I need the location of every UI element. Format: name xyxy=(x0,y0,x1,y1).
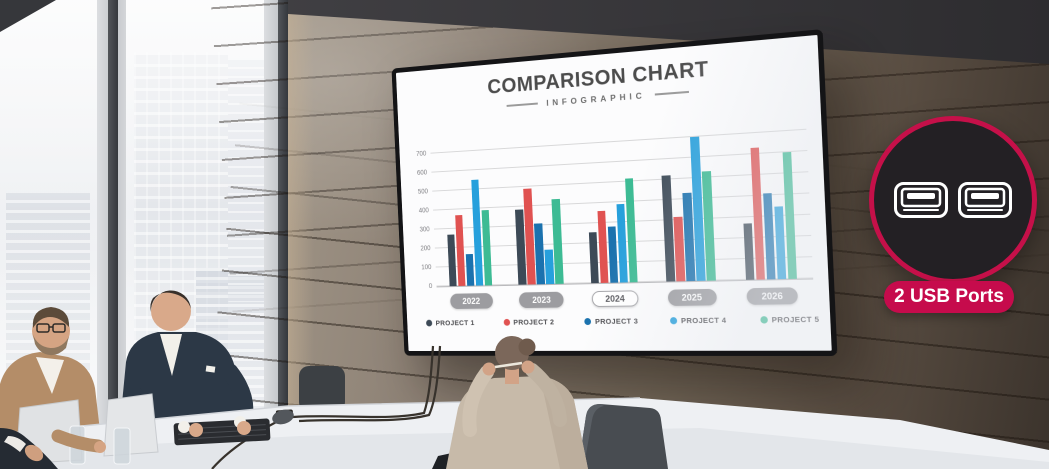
legend-label: PROJECT 1 xyxy=(435,318,475,328)
category-axis: 2022 2023 2024 2025 2026 xyxy=(437,287,814,310)
legend-label: PROJECT 5 xyxy=(771,314,820,325)
y-axis-tick-label: 500 xyxy=(417,188,429,196)
wall-display: COMPARISON CHART INFOGRAPHIC 0 100 200 300 4… xyxy=(391,29,838,357)
bar-group-2023 xyxy=(512,136,564,285)
bar-project-4 xyxy=(544,249,555,285)
bar-group-2022 xyxy=(443,140,493,287)
category-pill: 2026 xyxy=(746,287,799,305)
y-axis-tick-label: 200 xyxy=(420,245,431,253)
window-mullion-stripe xyxy=(278,0,288,418)
usb-ports-label: 2 USB Ports xyxy=(884,281,1014,313)
bar-project-1 xyxy=(661,175,676,282)
subtitle-rule xyxy=(506,102,539,107)
bar-group-2024 xyxy=(584,131,638,284)
category-pill: 2023 xyxy=(519,291,565,309)
legend-item: PROJECT 4 xyxy=(669,315,727,326)
legend-item: PROJECT 2 xyxy=(503,317,555,327)
legend-dot xyxy=(584,318,592,326)
bar-project-2 xyxy=(597,210,609,283)
category-pill: 2024 xyxy=(591,290,639,308)
legend-item: PROJECT 3 xyxy=(584,317,638,327)
usb-port-icon xyxy=(958,182,1012,218)
window-wall xyxy=(0,0,300,469)
category-pill: 2022 xyxy=(449,293,494,310)
bar-project-5 xyxy=(481,209,493,286)
legend-label: PROJECT 2 xyxy=(513,317,555,327)
y-axis-tick-label: 700 xyxy=(416,150,427,158)
legend-label: PROJECT 3 xyxy=(594,316,639,326)
bar-chart-plot: 0 100 200 300 400 500 600 700 xyxy=(416,119,814,290)
bar-project-1 xyxy=(588,232,600,284)
y-axis-tick-label: 600 xyxy=(416,169,428,177)
legend-dot xyxy=(503,318,510,326)
y-axis-tick-label: 300 xyxy=(419,226,430,234)
y-axis-tick-label: 0 xyxy=(428,283,433,290)
y-axis-tick-label: 400 xyxy=(418,207,429,215)
legend-label: PROJECT 4 xyxy=(680,315,727,326)
category-pill: 2025 xyxy=(667,288,717,307)
legend-item: PROJECT 5 xyxy=(759,314,820,325)
usb-port-icon xyxy=(894,182,948,218)
chart-legend: PROJECT 1 PROJECT 2 PROJECT 3 PROJECT 4 PROJ… xyxy=(425,314,820,328)
wood-wall-edge xyxy=(288,0,314,469)
bar-project-1 xyxy=(743,223,755,280)
window-haze xyxy=(0,0,300,469)
bar-project-2 xyxy=(454,215,466,287)
y-axis-tick-label: 100 xyxy=(421,264,432,272)
bar-group-2025 xyxy=(660,126,716,282)
legend-dot xyxy=(425,319,433,327)
legend-dot xyxy=(669,317,678,325)
legend-item: PROJECT 1 xyxy=(425,318,475,328)
bar-groups xyxy=(430,119,813,287)
subtitle-rule xyxy=(654,90,689,96)
legend-dot xyxy=(759,316,768,324)
bar-group-2026 xyxy=(739,120,798,280)
window-mullion-stripe xyxy=(108,0,118,436)
usb-ports-badge xyxy=(869,116,1037,284)
bar-project-3 xyxy=(465,253,475,286)
bar-project-3 xyxy=(534,223,545,285)
